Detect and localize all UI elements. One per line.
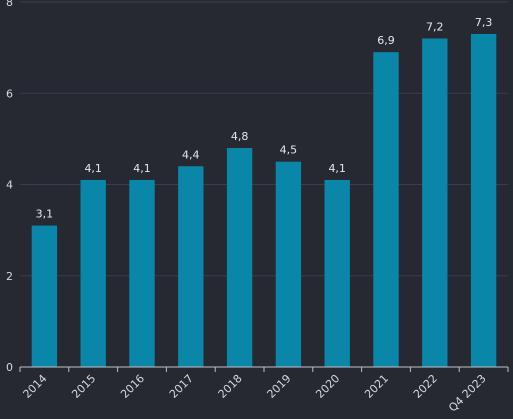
data-label: 7,2	[426, 21, 444, 34]
x-tick-label: 2017	[167, 372, 196, 401]
data-label: 4,1	[84, 162, 102, 175]
data-label: 4,1	[133, 162, 151, 175]
x-tick-label: 2019	[265, 372, 294, 401]
x-tick-label: 2018	[216, 372, 245, 401]
bar	[31, 225, 58, 367]
y-tick-label: 0	[6, 361, 13, 374]
x-tick-label: 2014	[21, 372, 50, 401]
data-labels: 3,1 4,1 4,1 4,4 4,8 4,5 4,1 6,9 7,2 7,3	[36, 16, 493, 221]
y-tick-label: 2	[6, 270, 13, 283]
x-tick-label: 2015	[69, 372, 98, 401]
bar	[373, 52, 399, 367]
data-label: 4,8	[231, 130, 249, 143]
x-axis: 2014 2015 2016 2017 2018 2019 2020 2021 2022 Q4 2…	[19, 366, 509, 415]
x-tick-label: Q4 2023	[446, 372, 489, 415]
y-axis: 0 2 4 6 8	[6, 0, 13, 374]
x-tick-label: 2016	[118, 372, 147, 401]
data-label: 6,9	[377, 34, 395, 47]
x-tick-label: 2020	[313, 372, 342, 401]
bar	[226, 148, 253, 367]
bar	[178, 166, 204, 367]
x-tick-label: 2022	[411, 372, 440, 401]
bar	[129, 179, 155, 367]
y-tick-label: 4	[6, 179, 13, 192]
bar	[422, 38, 448, 367]
x-tick-label: 2021	[362, 372, 391, 401]
y-tick-label: 8	[6, 0, 13, 9]
bar	[470, 33, 497, 367]
data-label: 4,4	[182, 148, 200, 161]
bar	[324, 179, 350, 367]
data-label: 3,1	[36, 208, 54, 221]
y-tick-label: 6	[6, 87, 13, 100]
data-label: 7,3	[475, 16, 493, 29]
bar	[80, 179, 106, 367]
bar	[275, 161, 302, 367]
bars	[31, 33, 497, 367]
data-label: 4,5	[280, 144, 298, 157]
data-label: 4,1	[328, 162, 346, 175]
